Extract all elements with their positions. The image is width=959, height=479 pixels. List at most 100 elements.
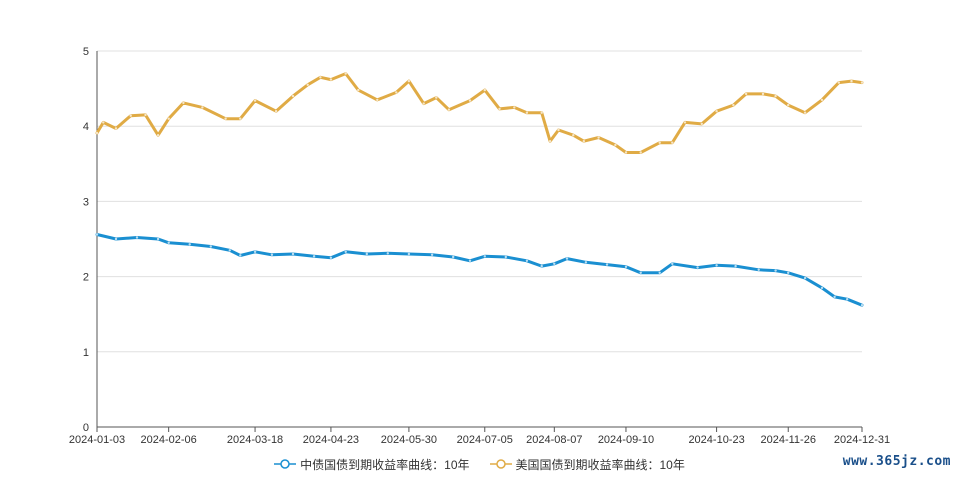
data-point xyxy=(114,127,118,130)
data-point xyxy=(156,237,160,241)
data-point xyxy=(639,271,642,274)
data-point xyxy=(144,113,147,117)
data-point xyxy=(624,265,628,268)
data-point xyxy=(820,286,824,290)
data-point xyxy=(224,117,227,120)
x-tick-label: 2024-08-07 xyxy=(526,434,582,446)
data-point xyxy=(435,96,438,99)
data-point xyxy=(658,271,661,274)
data-point xyxy=(468,259,472,262)
data-point xyxy=(513,106,516,109)
data-point xyxy=(95,233,99,236)
data-point xyxy=(658,141,661,144)
data-point xyxy=(787,103,790,107)
data-point xyxy=(156,134,160,137)
data-point xyxy=(565,257,569,260)
data-point xyxy=(274,110,278,113)
data-point xyxy=(820,98,824,102)
series-line-1 xyxy=(95,72,864,154)
series-line-0 xyxy=(95,233,864,307)
x-tick-label: 2024-04-23 xyxy=(303,434,359,446)
legend-item-cn-10y[interactable]: 中债国债到期收益率曲线：10年 xyxy=(274,456,470,473)
data-point xyxy=(483,255,486,258)
data-point xyxy=(253,99,257,102)
data-point xyxy=(582,140,585,143)
x-tick-label: 2024-01-03 xyxy=(69,434,125,446)
data-point xyxy=(504,255,507,259)
data-point xyxy=(422,102,425,105)
data-point xyxy=(239,117,242,120)
data-point xyxy=(209,245,212,248)
data-point xyxy=(329,78,333,81)
legend: 中债国债到期收益率曲线：10年 美国国债到期收益率曲线：10年 xyxy=(0,454,959,474)
data-point xyxy=(452,255,455,259)
legend-label-us-10y: 美国国债到期收益率曲线：10年 xyxy=(515,457,685,472)
grid-lines xyxy=(97,50,862,353)
data-point xyxy=(639,151,642,154)
data-point xyxy=(188,243,191,246)
x-tick-label: 2024-07-05 xyxy=(457,434,513,446)
data-point xyxy=(395,91,398,94)
data-point xyxy=(683,121,687,124)
data-point xyxy=(624,151,628,154)
data-point xyxy=(732,103,735,107)
legend-line-circle-icon xyxy=(489,459,512,469)
data-point xyxy=(291,252,295,256)
data-point xyxy=(167,117,170,120)
data-point xyxy=(386,252,389,255)
data-point xyxy=(774,269,777,272)
data-point xyxy=(548,140,552,143)
x-tick-label: 2024-10-23 xyxy=(688,434,744,446)
data-point xyxy=(671,262,674,265)
y-tick-label: 1 xyxy=(83,347,89,359)
data-point xyxy=(407,79,411,83)
data-point xyxy=(312,255,316,258)
data-point xyxy=(605,263,609,266)
y-tick-label: 3 xyxy=(83,196,89,208)
data-point xyxy=(291,94,295,98)
legend-label-cn-10y: 中债国债到期收益率曲线：10年 xyxy=(300,457,470,472)
data-point xyxy=(468,99,472,102)
data-point xyxy=(376,98,379,102)
data-point xyxy=(344,250,347,253)
data-point xyxy=(135,236,139,239)
data-point xyxy=(846,298,849,301)
y-tick-label: 5 xyxy=(83,46,89,58)
y-tick-label: 2 xyxy=(83,272,89,284)
data-point xyxy=(201,106,204,109)
data-point xyxy=(540,264,543,268)
legend-line-circle-icon xyxy=(274,459,297,469)
data-point xyxy=(597,136,600,139)
data-point xyxy=(182,101,185,105)
x-tick-label: 2024-09-10 xyxy=(598,434,654,446)
data-point xyxy=(614,143,617,147)
legend-item-us-10y[interactable]: 美国国债到期收益率曲线：10年 xyxy=(489,456,685,473)
data-point xyxy=(553,262,556,265)
data-point xyxy=(774,94,777,98)
data-point xyxy=(761,92,765,96)
data-point xyxy=(860,304,864,307)
data-point xyxy=(253,250,257,253)
data-point xyxy=(803,276,807,280)
data-point xyxy=(344,72,347,75)
data-point xyxy=(228,249,231,252)
data-point xyxy=(734,264,737,268)
data-point xyxy=(860,81,864,84)
data-point xyxy=(270,253,274,256)
data-point xyxy=(407,252,411,256)
data-point xyxy=(114,237,118,241)
data-point xyxy=(671,141,674,144)
data-point xyxy=(833,295,836,299)
data-point xyxy=(525,259,529,262)
data-point xyxy=(167,241,170,244)
data-point xyxy=(483,88,486,92)
y-tick-label: 4 xyxy=(83,121,89,133)
data-point xyxy=(95,131,99,135)
watermark: www.365jz.com xyxy=(842,454,951,469)
data-point xyxy=(837,81,840,84)
data-point xyxy=(744,92,748,96)
data-point xyxy=(365,252,368,256)
x-tick-label: 2024-03-18 xyxy=(227,434,283,446)
data-point xyxy=(696,266,699,269)
data-point xyxy=(498,107,501,111)
